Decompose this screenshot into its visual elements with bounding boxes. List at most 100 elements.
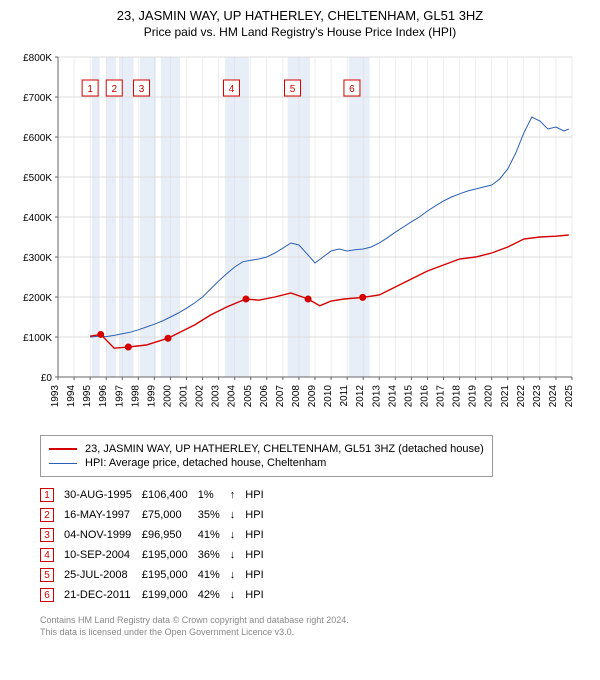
sale-date: 10-SEP-2004	[64, 545, 142, 565]
sale-tag: HPI	[245, 525, 273, 545]
legend-label: HPI: Average price, detached house, Chel…	[85, 457, 326, 469]
sale-pct: 41%	[198, 525, 230, 545]
sale-marker-box: 5	[40, 568, 54, 582]
sale-tag: HPI	[245, 545, 273, 565]
sale-pct: 41%	[198, 565, 230, 585]
svg-text:£200K: £200K	[23, 293, 52, 304]
sale-tag: HPI	[245, 485, 273, 505]
price-chart: £0 £100K £200K £300K £400K £500K £600K £700K £80…	[12, 47, 588, 427]
sale-marker-cell: 4	[40, 545, 64, 565]
svg-text:6: 6	[349, 84, 355, 95]
report-container: 23, JASMIN WAY, UP HATHERLEY, CHELTENHAM…	[0, 0, 600, 650]
sale-date: 21-DEC-2011	[64, 585, 142, 605]
sale-arrow: ↓	[230, 505, 246, 525]
svg-text:2001: 2001	[179, 385, 190, 408]
sale-marker-cell: 3	[40, 525, 64, 545]
svg-text:£500K: £500K	[23, 173, 52, 184]
svg-text:1999: 1999	[146, 385, 157, 408]
sale-price: £96,950	[142, 525, 198, 545]
svg-text:2: 2	[111, 84, 117, 95]
legend-swatch	[49, 448, 77, 450]
sale-marker-box: 3	[40, 528, 54, 542]
svg-text:£100K: £100K	[23, 333, 52, 344]
svg-text:2020: 2020	[484, 385, 495, 408]
svg-text:1998: 1998	[130, 385, 141, 408]
svg-text:1995: 1995	[82, 385, 93, 408]
svg-text:2014: 2014	[387, 385, 398, 408]
report-subtitle: Price paid vs. HM Land Registry's House …	[12, 25, 588, 39]
sale-arrow: ↓	[230, 585, 246, 605]
svg-text:2017: 2017	[436, 385, 447, 408]
sale-pct: 1%	[198, 485, 230, 505]
legend-swatch	[49, 463, 77, 464]
svg-text:3: 3	[139, 84, 145, 95]
sale-arrow: ↓	[230, 525, 246, 545]
svg-text:2016: 2016	[419, 385, 430, 408]
svg-text:2004: 2004	[227, 385, 238, 408]
sale-tag: HPI	[245, 565, 273, 585]
sale-marker-box: 6	[40, 588, 54, 602]
sale-marker-box: 2	[40, 508, 54, 522]
footer-line-2: This data is licensed under the Open Gov…	[40, 627, 588, 639]
sale-marker-cell: 6	[40, 585, 64, 605]
svg-text:2006: 2006	[259, 385, 270, 408]
table-row: 525-JUL-2008£195,00041%↓HPI	[40, 565, 274, 585]
svg-text:£300K: £300K	[23, 253, 52, 264]
sale-date: 25-JUL-2008	[64, 565, 142, 585]
svg-text:2002: 2002	[195, 385, 206, 408]
report-title: 23, JASMIN WAY, UP HATHERLEY, CHELTENHAM…	[12, 8, 588, 23]
svg-text:2025: 2025	[564, 385, 575, 408]
legend-item: 23, JASMIN WAY, UP HATHERLEY, CHELTENHAM…	[49, 442, 484, 456]
svg-text:5: 5	[290, 84, 296, 95]
sale-marker-cell: 2	[40, 505, 64, 525]
legend-item: HPI: Average price, detached house, Chel…	[49, 456, 484, 470]
svg-text:2021: 2021	[500, 385, 511, 408]
svg-text:£800K: £800K	[23, 53, 52, 64]
legend-label: 23, JASMIN WAY, UP HATHERLEY, CHELTENHAM…	[85, 443, 484, 455]
svg-text:2013: 2013	[371, 385, 382, 408]
svg-text:2024: 2024	[548, 385, 559, 408]
sale-date: 16-MAY-1997	[64, 505, 142, 525]
svg-text:2023: 2023	[532, 385, 543, 408]
sale-date: 30-AUG-1995	[64, 485, 142, 505]
sale-marker-cell: 1	[40, 485, 64, 505]
svg-text:2019: 2019	[468, 385, 479, 408]
sale-marker-box: 1	[40, 488, 54, 502]
sale-pct: 36%	[198, 545, 230, 565]
svg-text:2008: 2008	[291, 385, 302, 408]
sale-tag: HPI	[245, 585, 273, 605]
table-row: 130-AUG-1995£106,4001%↑HPI	[40, 485, 274, 505]
svg-text:1996: 1996	[98, 385, 109, 408]
svg-text:2009: 2009	[307, 385, 318, 408]
sale-marker-cell: 5	[40, 565, 64, 585]
svg-text:2012: 2012	[355, 385, 366, 408]
sale-arrow: ↑	[230, 485, 246, 505]
svg-text:£400K: £400K	[23, 213, 52, 224]
sale-date: 04-NOV-1999	[64, 525, 142, 545]
svg-text:£700K: £700K	[23, 93, 52, 104]
sale-price: £199,000	[142, 585, 198, 605]
chart-area: £0 £100K £200K £300K £400K £500K £600K £700K £80…	[12, 47, 588, 427]
svg-text:1: 1	[87, 84, 93, 95]
svg-text:2015: 2015	[403, 385, 414, 408]
table-row: 216-MAY-1997£75,00035%↓HPI	[40, 505, 274, 525]
svg-text:2007: 2007	[275, 385, 286, 408]
svg-text:2005: 2005	[243, 385, 254, 408]
svg-text:2010: 2010	[323, 385, 334, 408]
sale-arrow: ↓	[230, 565, 246, 585]
sale-price: £195,000	[142, 545, 198, 565]
svg-text:4: 4	[229, 84, 235, 95]
svg-text:2000: 2000	[162, 385, 173, 408]
table-row: 410-SEP-2004£195,00036%↓HPI	[40, 545, 274, 565]
svg-text:1994: 1994	[66, 385, 77, 408]
svg-text:£0: £0	[41, 373, 53, 384]
table-row: 621-DEC-2011£199,00042%↓HPI	[40, 585, 274, 605]
svg-text:2011: 2011	[339, 385, 350, 407]
table-row: 3 04-NOV-1999£96,95041%↓HPI	[40, 525, 274, 545]
sale-pct: 35%	[198, 505, 230, 525]
legend: 23, JASMIN WAY, UP HATHERLEY, CHELTENHAM…	[40, 435, 493, 477]
svg-text:2018: 2018	[452, 385, 463, 408]
sale-marker-box: 4	[40, 548, 54, 562]
svg-text:£600K: £600K	[23, 133, 52, 144]
sale-price: £75,000	[142, 505, 198, 525]
